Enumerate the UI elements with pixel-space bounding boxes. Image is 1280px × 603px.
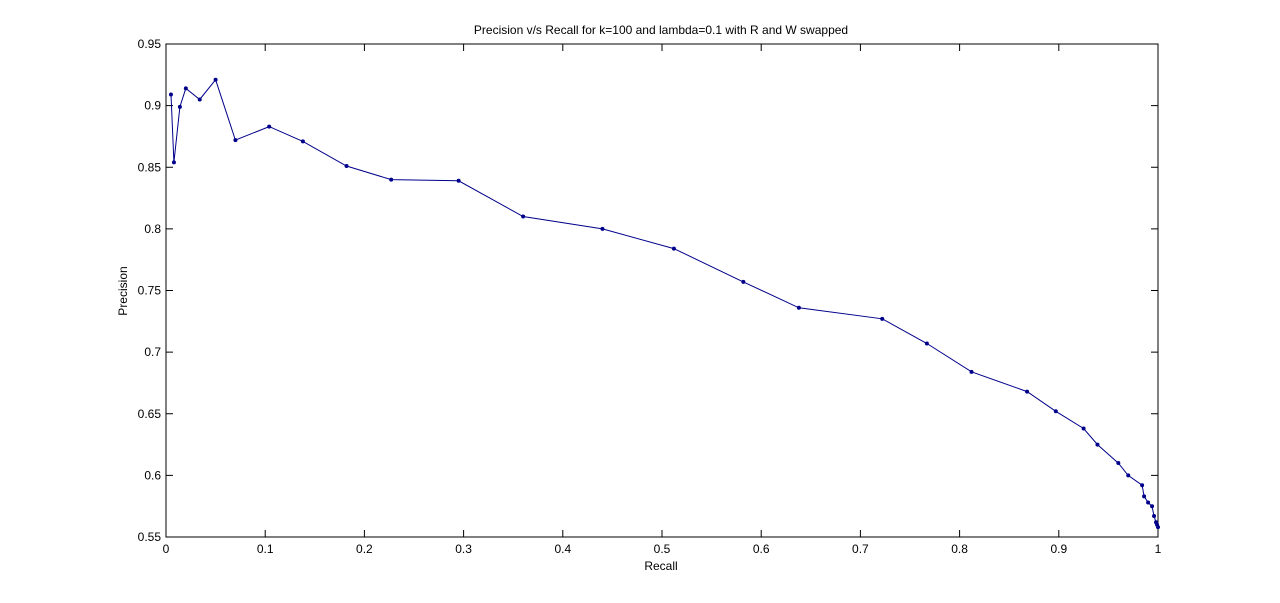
data-point <box>171 160 176 165</box>
data-point <box>197 97 202 102</box>
y-tick-label: 0.8 <box>144 222 161 236</box>
data-point <box>1142 494 1147 499</box>
data-point <box>1081 426 1086 431</box>
series-line <box>170 78 1159 528</box>
chart-title: Precision v/s Recall for k=100 and lambd… <box>474 23 848 37</box>
x-tick-label: 0.6 <box>753 542 770 556</box>
data-point <box>521 214 526 219</box>
x-tick-label: 0.3 <box>455 542 472 556</box>
data-point <box>1152 514 1157 519</box>
x-axis-ticks: 0 0.1 0.2 0.3 0.4 0.5 0.6 0.7 0.8 0.9 1 <box>163 44 1162 556</box>
x-tick-label: 1 <box>1155 542 1162 556</box>
data-point <box>880 316 885 321</box>
y-tick-label: 0.65 <box>138 407 162 421</box>
data-point <box>1053 409 1058 414</box>
x-tick-label: 0.9 <box>1050 542 1067 556</box>
data-point <box>233 138 238 143</box>
data-point <box>213 77 218 82</box>
y-axis-ticks: 0.55 0.6 0.65 0.7 0.75 0.8 0.85 0.9 0.95 <box>138 37 1158 544</box>
data-point <box>1116 461 1121 466</box>
y-tick-label: 0.55 <box>138 530 162 544</box>
data-point <box>1156 525 1160 530</box>
y-tick-label: 0.75 <box>138 284 162 298</box>
x-tick-label: 0 <box>163 542 170 556</box>
data-point <box>177 104 182 109</box>
data-point <box>344 164 349 169</box>
x-tick-label: 0.1 <box>257 542 274 556</box>
data-point <box>969 369 974 374</box>
data-point <box>267 124 272 129</box>
data-point <box>1126 473 1131 478</box>
series-points <box>168 77 1160 530</box>
data-point <box>1140 483 1145 488</box>
y-tick-label: 0.7 <box>144 345 161 359</box>
x-axis-label: Recall <box>644 559 677 573</box>
x-tick-label: 0.8 <box>951 542 968 556</box>
x-tick-label: 0.7 <box>852 542 869 556</box>
x-tick-label: 0.4 <box>554 542 571 556</box>
y-tick-label: 0.9 <box>144 99 161 113</box>
data-point <box>1025 389 1030 394</box>
plot-area <box>165 43 1159 538</box>
y-tick-label: 0.85 <box>138 160 162 174</box>
data-point <box>389 177 394 182</box>
data-point <box>168 92 173 97</box>
data-point <box>924 341 929 346</box>
x-tick-label: 0.5 <box>654 542 671 556</box>
data-point <box>183 86 188 91</box>
data-point <box>1095 442 1100 447</box>
data-point <box>671 246 676 251</box>
data-point <box>456 178 461 183</box>
y-tick-label: 0.6 <box>144 468 161 482</box>
data-point <box>796 305 801 310</box>
data-point <box>1146 500 1151 505</box>
y-axis-label: Precision <box>116 266 130 315</box>
x-tick-label: 0.2 <box>356 542 373 556</box>
y-tick-label: 0.95 <box>138 37 162 51</box>
data-point <box>1150 504 1155 509</box>
data-point <box>741 279 746 284</box>
data-point <box>300 139 305 144</box>
data-point <box>600 226 605 231</box>
